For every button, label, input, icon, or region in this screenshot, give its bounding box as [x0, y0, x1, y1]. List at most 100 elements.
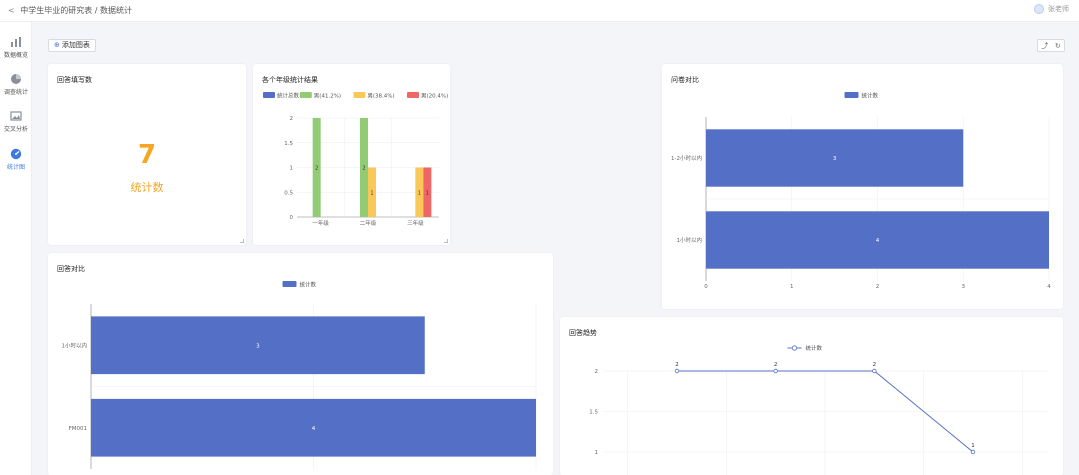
card-title: 各个年级统计结果 — [262, 76, 318, 84]
y-tick-label: 1.5 — [284, 141, 293, 147]
data-label: 1 — [370, 190, 373, 196]
data-label: 2 — [675, 362, 679, 368]
y-tick-label: 2 — [290, 116, 294, 122]
data-point — [872, 368, 877, 374]
bar-chart-icon — [11, 37, 21, 47]
count-value: 7 — [137, 140, 157, 170]
data-label: 3 — [833, 156, 837, 162]
legend-label: 男(20.4%) — [421, 93, 448, 100]
card-title: 回答趋势 — [569, 329, 597, 337]
data-point — [970, 449, 976, 455]
breadcrumb-separator: / — [94, 6, 98, 15]
y-tick-label: 1-2小时以内 — [671, 154, 702, 162]
count-label: 统计数 — [130, 181, 164, 194]
user-name[interactable]: 张老师 — [1048, 5, 1069, 13]
x-tick-label: 1 — [790, 284, 794, 290]
data-label: 1 — [418, 190, 421, 196]
bar — [312, 118, 321, 217]
x-tick-label: 二年级 — [360, 219, 377, 227]
data-label: 4 — [876, 238, 880, 244]
x-tick-label: 3 — [962, 284, 966, 290]
data-label: 2 — [315, 166, 318, 172]
pie-chart-icon — [11, 74, 21, 84]
x-tick-label: 一年级 — [312, 219, 329, 227]
trend-chart-card: 回答趋势 统计数 1 1.5 2 2 2 2 1 — [560, 317, 1063, 475]
legend-swatch — [282, 281, 297, 287]
data-label: 2 — [774, 362, 778, 368]
sidebar-item-charts[interactable]: 统计图 — [0, 148, 32, 171]
bar — [423, 167, 432, 217]
y-tick-label: 1小时以内 — [677, 236, 703, 244]
legend-swatch — [407, 92, 419, 98]
data-label: 2 — [873, 362, 877, 368]
data-point — [773, 368, 778, 374]
bar — [91, 398, 536, 457]
card-title: 问卷对比 — [671, 76, 699, 84]
data-label: 1 — [426, 190, 429, 196]
data-label: 2 — [362, 166, 365, 172]
count-card: 回答填写数 7 统计数 — [48, 64, 246, 245]
breadcrumb: < 中学生毕业的研究表 / 数据统计 — [8, 5, 132, 16]
back-arrow-icon[interactable]: < — [8, 6, 15, 15]
bar — [706, 211, 1049, 269]
y-tick-label: 2 — [595, 369, 599, 375]
x-tick-label: 4 — [1047, 284, 1051, 290]
y-tick-label: 1.5 — [589, 410, 598, 416]
y-tick-label: 1 — [595, 450, 599, 456]
legend-swatch — [263, 92, 275, 98]
y-tick-label: 1 — [290, 166, 294, 172]
sidebar-item-survey-stats[interactable]: 调查统计 — [0, 73, 32, 96]
bar — [91, 316, 425, 375]
sidebar-item-overview[interactable]: 数据概览 — [0, 36, 32, 59]
plus-circle-icon: ⊕ — [54, 41, 60, 49]
data-label: 4 — [312, 426, 316, 432]
bar — [360, 118, 368, 217]
sidebar-item-label: 统计图 — [6, 164, 25, 171]
series-line — [677, 370, 974, 453]
refresh-icon[interactable]: ↻ — [1054, 41, 1061, 50]
resize-handle[interactable] — [240, 239, 244, 243]
legend-label: 统计总数 — [277, 92, 300, 100]
sidebar-item-label: 调查统计 — [3, 89, 28, 96]
resize-handle[interactable] — [444, 239, 448, 243]
legend-label: 男(41.2%) — [314, 93, 341, 100]
sidebar-item-label: 数据概览 — [3, 52, 28, 59]
legend-label: 男(38.4%) — [367, 93, 394, 100]
grade-chart: 统计总数 男(41.2%) 男(38.4%) 男(20.4%) 0 0.5 1 1.5 2 一年级… — [263, 92, 448, 227]
y-tick-label: 1小时以内 — [62, 341, 88, 349]
legend-label: 统计数 — [806, 344, 823, 352]
data-label: 3 — [256, 343, 260, 349]
y-tick-label: 0 — [290, 215, 294, 221]
bar — [368, 167, 376, 217]
trend-chart: 统计数 1 1.5 2 2 2 2 1 — [589, 344, 1047, 475]
image-icon — [10, 111, 22, 121]
breadcrumb-current: 数据统计 — [100, 6, 133, 15]
toolbar-actions: ⤴ ↻ — [1037, 39, 1065, 52]
x-tick-label: 0 — [704, 284, 708, 290]
legend-swatch — [844, 92, 859, 98]
user-menu[interactable]: 张老师 — [1034, 4, 1069, 14]
answer-compare-chart: 统计数 1小时以内 3 FM001 4 — [62, 281, 537, 469]
y-tick-label: FM001 — [69, 426, 87, 432]
avatar[interactable] — [1034, 4, 1044, 14]
grade-chart-card: 各个年级统计结果 统计总数 男(41.2%) 男(38.4%) 男(20.4%) 0 0.… — [253, 64, 450, 245]
sidebar-item-cross-analysis[interactable]: 交叉分析 — [0, 110, 32, 133]
top-bar: < 中学生毕业的研究表 / 数据统计 张老师 — [0, 0, 1079, 22]
card-title: 回答填写数 — [57, 76, 92, 84]
add-chart-button[interactable]: ⊕ 添加图表 — [48, 39, 96, 52]
legend-swatch — [299, 92, 312, 98]
breadcrumb-parent[interactable]: 中学生毕业的研究表 — [20, 6, 93, 15]
x-tick-label: 2 — [876, 284, 880, 290]
share-icon[interactable]: ⤴ — [1041, 41, 1049, 50]
data-point — [674, 368, 680, 374]
legend-label: 统计数 — [300, 281, 317, 289]
sidebar-item-label: 交叉分析 — [3, 126, 28, 133]
y-tick-label: 0.5 — [284, 190, 293, 196]
data-label: 1 — [971, 443, 975, 449]
compare-chart-card: 问卷对比 统计数 0 1 2 3 4 1-2小时以内 3 1小时以内 4 — [662, 64, 1063, 309]
dashboard-icon — [10, 148, 22, 160]
card-title: 回答对比 — [57, 265, 85, 273]
x-tick-label: 三年级 — [407, 219, 424, 227]
add-chart-label: 添加图表 — [61, 41, 90, 49]
answer-compare-card: 回答对比 统计数 1小时以内 3 FM001 4 — [48, 253, 553, 475]
